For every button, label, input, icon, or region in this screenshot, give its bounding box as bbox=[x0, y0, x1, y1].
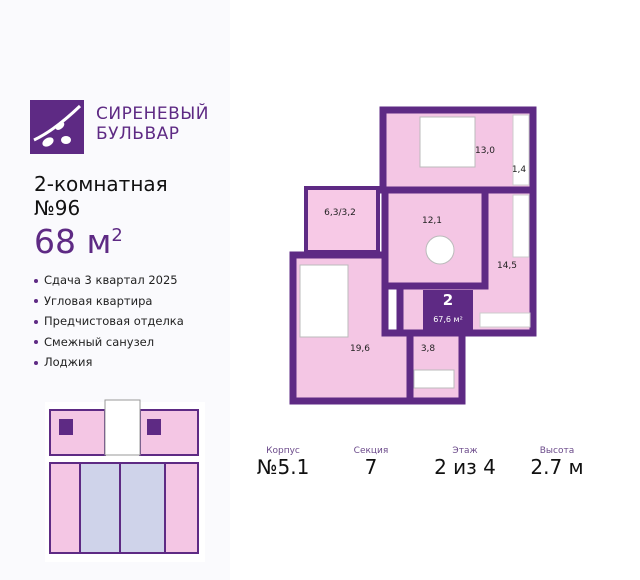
svg-text:1,4: 1,4 bbox=[512, 165, 527, 175]
stat-building: Корпус №5.1 bbox=[256, 446, 310, 479]
room-12 bbox=[381, 186, 489, 290]
stat-section: Секция 7 bbox=[353, 446, 389, 479]
svg-text:12,1: 12,1 bbox=[422, 216, 442, 226]
feature-item: Угловая квартира bbox=[34, 291, 184, 312]
room-living bbox=[289, 251, 414, 405]
svg-text:2: 2 bbox=[443, 291, 453, 309]
apartment-title: 2-комнатная №96 bbox=[34, 172, 168, 220]
brand-name: СИРЕНЕВЫЙ БУЛЬВАР bbox=[96, 104, 209, 144]
room-bath bbox=[406, 329, 466, 405]
feature-item: Смежный санузел bbox=[34, 332, 184, 353]
svg-text:3,8: 3,8 bbox=[421, 344, 436, 354]
svg-text:19,6: 19,6 bbox=[350, 344, 370, 354]
feature-list: Сдача 3 квартал 2025 Угловая квартира Пр… bbox=[34, 270, 184, 373]
brand-logo bbox=[30, 100, 84, 154]
apartment-badge bbox=[423, 290, 473, 332]
svg-text:14,5: 14,5 bbox=[497, 261, 517, 271]
room-loggia bbox=[304, 186, 380, 254]
svg-text:6,3/3,2: 6,3/3,2 bbox=[324, 208, 356, 218]
svg-text:13,0: 13,0 bbox=[475, 146, 495, 156]
feature-item: Предчистовая отделка bbox=[34, 311, 184, 332]
room-bedroom bbox=[379, 106, 537, 194]
stat-height: Высота 2.7 м bbox=[530, 446, 584, 479]
room-hall bbox=[396, 186, 537, 337]
apartment-area: 68 м2 bbox=[34, 222, 123, 261]
feature-item: Лоджия bbox=[34, 352, 184, 373]
stat-floor: Этаж 2 из 4 bbox=[434, 446, 496, 479]
feature-item: Сдача 3 квартал 2025 bbox=[34, 270, 184, 291]
svg-text:67,6 м²: 67,6 м² bbox=[433, 315, 463, 324]
